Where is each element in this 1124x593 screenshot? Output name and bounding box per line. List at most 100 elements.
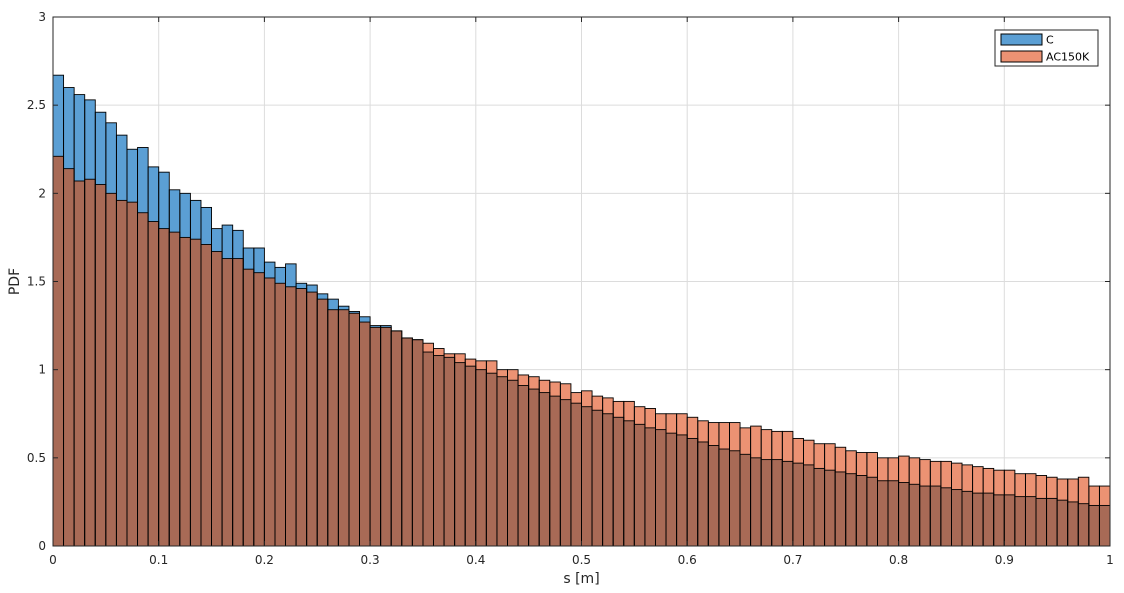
bar-overlap	[338, 309, 349, 546]
bar-overlap	[433, 355, 445, 546]
bar-overlap	[718, 449, 730, 546]
bar-overlap	[792, 463, 804, 546]
bar-overlap	[200, 244, 212, 546]
bar-overlap	[644, 427, 656, 546]
bar-overlap	[697, 441, 709, 546]
bar-overlap	[1067, 501, 1079, 546]
bar-overlap	[708, 445, 719, 546]
bar-overlap	[835, 471, 846, 546]
bar-overlap	[856, 475, 867, 546]
bar-overlap	[866, 477, 878, 546]
bar-overlap	[380, 327, 392, 546]
bar-overlap	[486, 373, 497, 546]
bar-overlap	[444, 357, 455, 546]
x-tick-label: 0.6	[678, 553, 697, 567]
x-tick-label: 0	[49, 553, 57, 567]
bar-overlap	[148, 221, 159, 546]
x-tick-label: 0.3	[361, 553, 380, 567]
bar-overlap	[1088, 505, 1100, 546]
x-tick-label: 0.4	[466, 553, 485, 567]
bar-overlap	[782, 461, 793, 546]
y-tick-label: 1	[38, 363, 46, 377]
bar-overlap	[116, 200, 127, 547]
legend-swatch-ac150k	[1000, 50, 1043, 63]
bar-overlap	[359, 322, 371, 546]
bar-overlap	[1078, 503, 1089, 546]
bar-overlap	[401, 337, 413, 546]
bar-overlap	[84, 179, 96, 546]
bar-overlap	[581, 406, 593, 546]
bar-overlap	[877, 480, 889, 546]
bar-overlap	[63, 168, 75, 546]
bar-overlap	[518, 385, 529, 546]
y-tick-labels: 0 0.5 1 1.5 2 2.5 3	[27, 10, 46, 553]
bar-overlap	[306, 292, 318, 546]
bar-overlap	[940, 487, 952, 546]
bar-overlap	[391, 330, 402, 546]
y-tick-label: 0	[38, 539, 46, 553]
legend-label-ac150k: AC150K	[1046, 51, 1090, 64]
bar-overlap	[803, 464, 815, 546]
bar-overlap	[814, 468, 825, 546]
bar-overlap	[560, 399, 571, 546]
bar-overlap	[528, 389, 540, 546]
bar-overlap	[211, 251, 223, 547]
bar-overlap	[613, 417, 624, 546]
x-tick-label: 0.2	[255, 553, 274, 567]
y-axis-label: PDF	[7, 268, 23, 295]
x-tick-label: 1	[1106, 553, 1114, 567]
bar-overlap	[919, 486, 931, 546]
bar-overlap	[909, 484, 920, 546]
x-tick-label: 0.5	[572, 553, 591, 567]
bar-overlap	[845, 473, 857, 546]
bar-overlap	[602, 413, 614, 546]
x-tick-labels: 0 0.1 0.2 0.3 0.4 0.5 0.6 0.7 0.8 0.9 1	[49, 553, 1114, 567]
bar-overlap	[570, 403, 582, 546]
bar-overlap	[296, 288, 307, 546]
bar-overlap	[158, 228, 170, 546]
bar-overlap	[412, 339, 423, 546]
y-tick-label: 3	[38, 10, 46, 24]
bar-overlap	[930, 486, 941, 546]
legend: C AC150K	[994, 29, 1099, 67]
x-tick-label: 0.8	[889, 553, 908, 567]
bar-overlap	[634, 424, 645, 546]
legend-swatch-c	[1000, 33, 1043, 46]
bar-overlap	[507, 380, 519, 546]
bar-overlap	[53, 156, 64, 546]
bar-overlap	[1025, 496, 1037, 546]
bar-overlap	[1046, 498, 1058, 546]
bar-overlap	[232, 258, 244, 546]
bar-overlap	[222, 258, 233, 546]
bar-overlap	[1036, 498, 1047, 546]
bar-overlap	[285, 286, 297, 546]
bar-overlap	[592, 410, 603, 546]
bar-overlap	[264, 277, 275, 546]
bar-overlap	[475, 369, 487, 546]
x-axis-label: s [m]	[563, 571, 599, 587]
bar-overlap	[465, 366, 476, 546]
bar-overlap	[983, 493, 994, 546]
bar-overlap	[422, 352, 434, 546]
bar-overlap	[666, 433, 677, 546]
bar-overlap	[95, 184, 106, 546]
bar-overlap	[454, 362, 466, 546]
bar-overlap	[327, 309, 339, 546]
y-tick-label: 2.5	[27, 98, 46, 112]
y-tick-label: 0.5	[27, 451, 46, 465]
bar-overlap	[761, 459, 772, 546]
ticks	[52, 16, 1111, 547]
bar-overlap	[962, 491, 973, 546]
bar-overlap	[243, 269, 254, 546]
bar-overlap	[348, 313, 360, 546]
bar-overlap	[253, 272, 265, 546]
x-tick-label: 0.7	[783, 553, 802, 567]
bar-overlap	[824, 470, 836, 546]
bar-overlap	[676, 434, 688, 546]
y-tick-label: 2	[38, 186, 46, 200]
bar-overlap	[496, 376, 508, 546]
bar-overlap	[190, 239, 201, 546]
bar-overlap	[655, 429, 667, 546]
x-tick-label: 0.1	[149, 553, 168, 567]
bar-overlap	[179, 237, 191, 546]
